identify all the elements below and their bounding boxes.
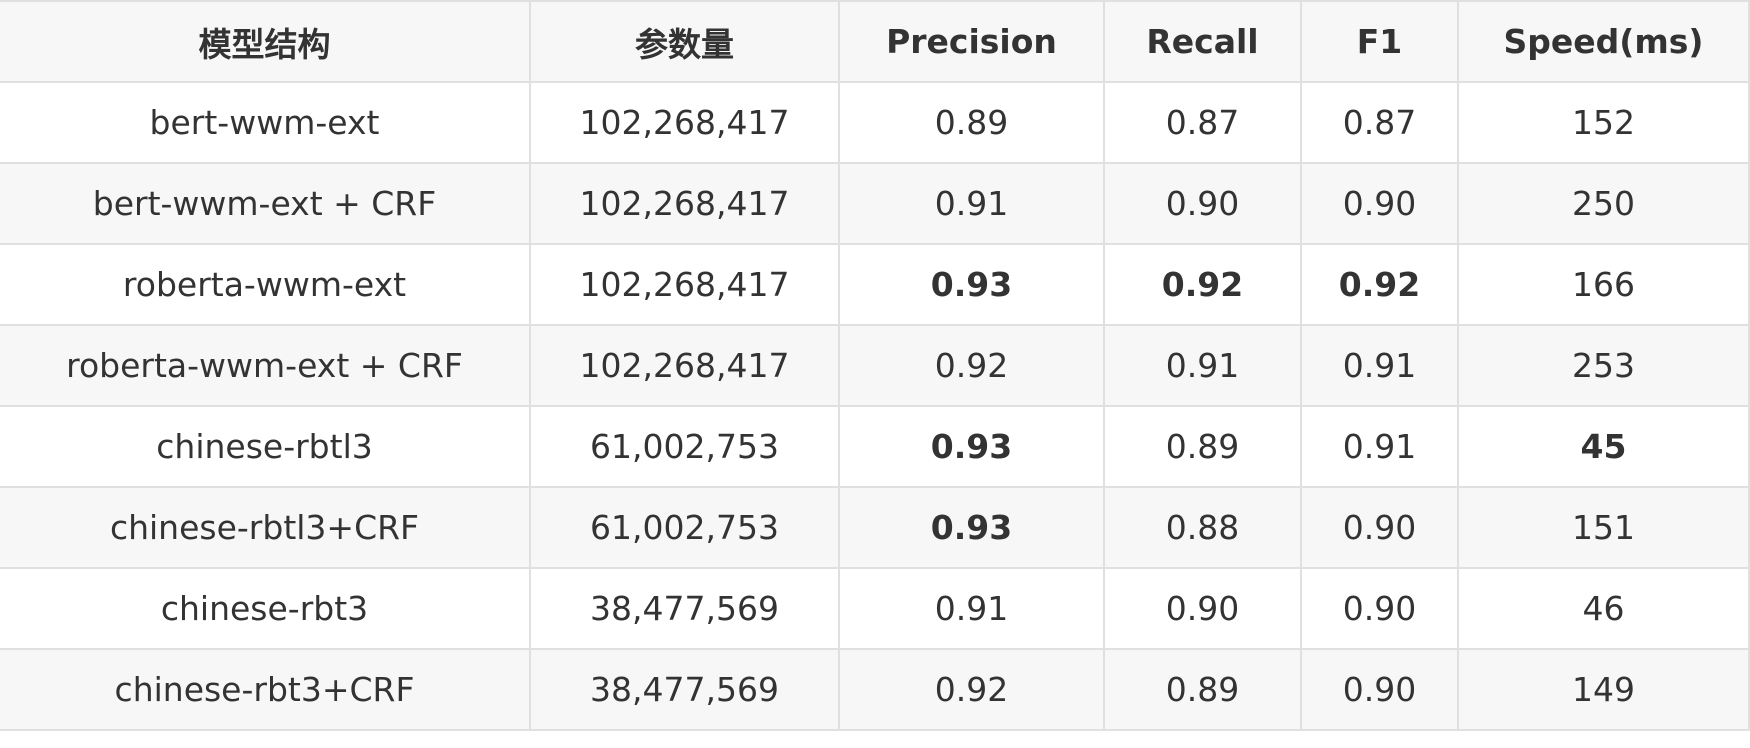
cell-speed: 166	[1457, 243, 1750, 326]
cell-params: 61,002,753	[529, 405, 840, 488]
header-params: 参数量	[529, 0, 840, 83]
cell-model: bert-wwm-ext + CRF	[0, 162, 531, 245]
cell-recall: 0.90	[1103, 567, 1302, 650]
cell-recall: 0.92	[1103, 243, 1302, 326]
cell-speed: 45	[1457, 405, 1750, 488]
cell-recall: 0.88	[1103, 486, 1302, 569]
cell-model: chinese-rbt3	[0, 567, 531, 650]
cell-precision: 0.92	[838, 648, 1105, 731]
cell-params: 38,477,569	[529, 567, 840, 650]
cell-model: roberta-wwm-ext	[0, 243, 531, 326]
cell-f1: 0.90	[1300, 162, 1459, 245]
cell-params: 38,477,569	[529, 648, 840, 731]
cell-model: chinese-rbtl3	[0, 405, 531, 488]
cell-precision: 0.92	[838, 324, 1105, 407]
cell-recall: 0.87	[1103, 81, 1302, 164]
cell-recall: 0.91	[1103, 324, 1302, 407]
cell-speed: 151	[1457, 486, 1750, 569]
cell-precision: 0.93	[838, 243, 1105, 326]
cell-precision: 0.91	[838, 162, 1105, 245]
cell-model: chinese-rbtl3+CRF	[0, 486, 531, 569]
cell-recall: 0.90	[1103, 162, 1302, 245]
cell-model: bert-wwm-ext	[0, 81, 531, 164]
table-row: chinese-rbtl3+CRF 61,002,753 0.93 0.88 0…	[0, 486, 1750, 569]
cell-precision: 0.93	[838, 405, 1105, 488]
cell-params: 102,268,417	[529, 162, 840, 245]
table-header-row: 模型结构 参数量 Precision Recall F1 Speed(ms)	[0, 0, 1750, 83]
table-body: bert-wwm-ext 102,268,417 0.89 0.87 0.87 …	[0, 81, 1750, 731]
cell-f1: 0.87	[1300, 81, 1459, 164]
cell-recall: 0.89	[1103, 405, 1302, 488]
cell-speed: 149	[1457, 648, 1750, 731]
cell-params: 102,268,417	[529, 324, 840, 407]
model-comparison-table: 模型结构 参数量 Precision Recall F1 Speed(ms) b…	[0, 0, 1750, 731]
cell-speed: 46	[1457, 567, 1750, 650]
cell-f1: 0.91	[1300, 405, 1459, 488]
table-row: chinese-rbtl3 61,002,753 0.93 0.89 0.91 …	[0, 405, 1750, 488]
cell-f1: 0.90	[1300, 486, 1459, 569]
cell-precision: 0.89	[838, 81, 1105, 164]
cell-speed: 250	[1457, 162, 1750, 245]
table-row: chinese-rbt3 38,477,569 0.91 0.90 0.90 4…	[0, 567, 1750, 650]
cell-precision: 0.93	[838, 486, 1105, 569]
table-row: roberta-wwm-ext 102,268,417 0.93 0.92 0.…	[0, 243, 1750, 326]
cell-f1: 0.92	[1300, 243, 1459, 326]
cell-params: 102,268,417	[529, 81, 840, 164]
cell-speed: 253	[1457, 324, 1750, 407]
cell-params: 61,002,753	[529, 486, 840, 569]
cell-f1: 0.90	[1300, 648, 1459, 731]
cell-speed: 152	[1457, 81, 1750, 164]
cell-f1: 0.90	[1300, 567, 1459, 650]
header-precision: Precision	[838, 0, 1105, 83]
header-f1: F1	[1300, 0, 1459, 83]
header-speed: Speed(ms)	[1457, 0, 1750, 83]
cell-precision: 0.91	[838, 567, 1105, 650]
cell-model: chinese-rbt3+CRF	[0, 648, 531, 731]
cell-params: 102,268,417	[529, 243, 840, 326]
table-row: bert-wwm-ext 102,268,417 0.89 0.87 0.87 …	[0, 81, 1750, 164]
table-row: roberta-wwm-ext + CRF 102,268,417 0.92 0…	[0, 324, 1750, 407]
cell-model: roberta-wwm-ext + CRF	[0, 324, 531, 407]
table-row: bert-wwm-ext + CRF 102,268,417 0.91 0.90…	[0, 162, 1750, 245]
cell-f1: 0.91	[1300, 324, 1459, 407]
header-model: 模型结构	[0, 0, 531, 83]
table-row: chinese-rbt3+CRF 38,477,569 0.92 0.89 0.…	[0, 648, 1750, 731]
cell-recall: 0.89	[1103, 648, 1302, 731]
header-recall: Recall	[1103, 0, 1302, 83]
